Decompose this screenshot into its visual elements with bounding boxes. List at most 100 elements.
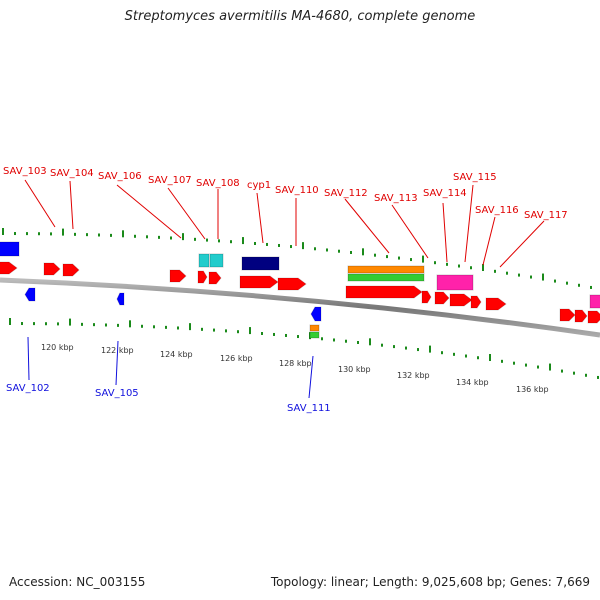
minor-tick — [177, 326, 179, 330]
gene-label[interactable]: SAV_102 — [6, 383, 50, 394]
forward-gene-arrow — [277, 277, 307, 291]
tick-label: 120 kbp — [41, 343, 74, 352]
forward-gene-arrow — [587, 310, 600, 324]
forward-gene-arrow — [345, 285, 423, 299]
minor-tick — [117, 323, 119, 327]
minor-tick — [501, 359, 503, 363]
minor-tick — [21, 322, 23, 326]
gene-label[interactable]: SAV_116 — [475, 205, 519, 216]
gene-label[interactable]: SAV_117 — [524, 210, 568, 221]
minor-tick — [434, 261, 436, 265]
forward-gene-arrow — [197, 270, 208, 284]
minor-tick — [314, 247, 316, 251]
forward-gene-arrow — [574, 309, 588, 323]
leader-line — [115, 340, 119, 386]
forward-gene-arrow — [239, 275, 279, 289]
leader-line — [27, 336, 30, 381]
leader-line — [167, 187, 206, 240]
leader-line — [344, 198, 390, 254]
upper-scale-ticks — [2, 228, 592, 289]
minor-tick — [26, 232, 28, 236]
cds-block-navy — [241, 256, 280, 271]
leader-line — [442, 202, 448, 263]
tick-label: 126 kbp — [220, 354, 253, 363]
minor-tick — [573, 371, 575, 375]
lower-scale-ticks — [9, 318, 599, 379]
leader-line — [308, 355, 314, 399]
leader-line — [482, 216, 496, 266]
minor-tick — [513, 361, 515, 365]
gene-label[interactable]: SAV_105 — [95, 388, 139, 399]
gene-label[interactable]: SAV_112 — [324, 188, 368, 199]
gene-label[interactable]: SAV_110 — [275, 185, 319, 196]
forward-gene-arrow — [43, 262, 61, 276]
minor-tick — [525, 363, 527, 367]
major-tick — [242, 237, 244, 245]
tick-label: 128 kbp — [279, 359, 312, 368]
gene-label[interactable]: SAV_106 — [98, 171, 142, 182]
tick-label: 134 kbp — [456, 378, 489, 387]
forward-gene-arrow — [62, 263, 80, 277]
gene-label[interactable]: cyp1 — [247, 180, 271, 191]
major-tick — [122, 230, 124, 238]
minor-tick — [165, 325, 167, 329]
major-tick — [249, 327, 251, 335]
leader-line — [464, 184, 474, 263]
minor-tick — [230, 240, 232, 244]
gene-label[interactable]: SAV_108 — [196, 178, 240, 189]
minor-tick — [33, 322, 35, 326]
leader-line — [24, 179, 56, 228]
forward-gene-arrow — [485, 297, 507, 311]
gene-label[interactable]: SAV_111 — [287, 403, 331, 414]
major-tick — [2, 228, 4, 236]
minor-tick — [158, 235, 160, 239]
tick-label: 130 kbp — [338, 365, 371, 374]
reverse-gene-block — [0, 241, 20, 257]
major-tick — [182, 233, 184, 241]
gene-block-cyan — [198, 253, 210, 268]
minor-tick — [86, 233, 88, 237]
genome-backbone — [0, 277, 600, 338]
minor-tick — [74, 232, 76, 236]
gene-label[interactable]: SAV_107 — [148, 175, 192, 186]
minor-tick — [146, 235, 148, 239]
major-tick — [542, 273, 544, 281]
leader-line — [499, 220, 545, 268]
gene-label[interactable]: SAV_115 — [453, 172, 497, 183]
minor-tick — [578, 283, 580, 287]
minor-tick — [105, 323, 107, 327]
minor-tick — [374, 253, 376, 257]
gene-label[interactable]: SAV_103 — [3, 166, 47, 177]
feature-block-magenta — [589, 294, 600, 309]
minor-tick — [446, 262, 448, 266]
major-tick — [482, 264, 484, 272]
forward-gene-arrow — [208, 271, 222, 285]
major-tick — [369, 338, 371, 346]
minor-tick — [585, 373, 587, 377]
gene-label[interactable]: SAV_104 — [50, 168, 94, 179]
minor-tick — [393, 345, 395, 349]
minor-tick — [57, 322, 59, 326]
minor-tick — [494, 269, 496, 273]
major-tick — [422, 255, 424, 263]
minor-tick — [470, 266, 472, 270]
minor-tick — [110, 233, 112, 237]
minor-tick — [597, 375, 599, 379]
minor-tick — [14, 232, 16, 236]
minor-tick — [333, 338, 335, 342]
major-tick — [489, 354, 491, 362]
minor-tick — [405, 346, 407, 350]
feature-block-green — [309, 331, 320, 339]
minor-tick — [566, 281, 568, 285]
minor-tick — [350, 250, 352, 254]
forward-gene-arrow — [559, 308, 576, 322]
minor-tick — [254, 241, 256, 245]
gene-label[interactable]: SAV_114 — [423, 188, 467, 199]
gene-label[interactable]: SAV_113 — [374, 193, 418, 204]
forward-gene-arrow — [434, 291, 450, 305]
forward-gene-arrow — [470, 295, 482, 309]
minor-tick — [206, 238, 208, 242]
feature-block-green — [347, 273, 425, 282]
minor-tick — [225, 329, 227, 333]
